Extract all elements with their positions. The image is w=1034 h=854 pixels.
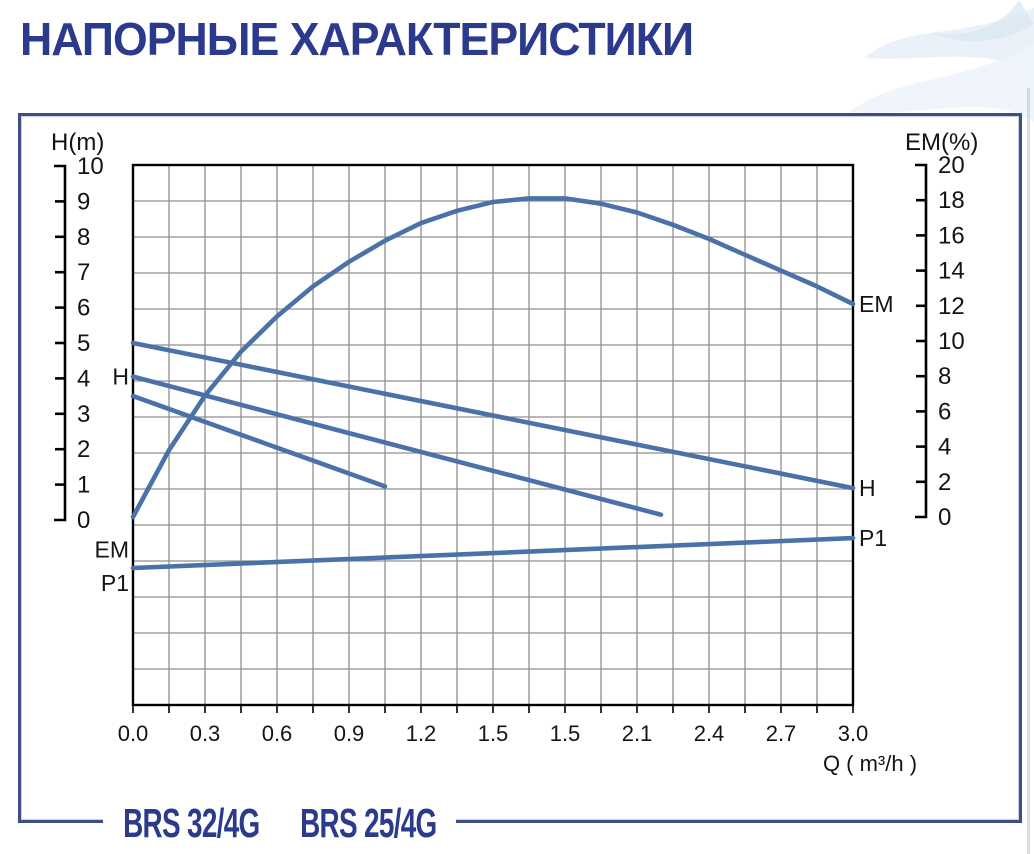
h-axis-tick-label: 6 [77, 295, 90, 322]
model-legend: BRS 32/4G BRS 25/4G [103, 799, 457, 847]
model-label-brs-25-4g: BRS 25/4G [299, 799, 437, 846]
x-axis-tick-label: 1.5 [478, 721, 509, 746]
x-axis-tick-label: 1.5 [550, 721, 581, 746]
em-axis-tick-label: 2 [938, 469, 951, 496]
x-axis-tick-label: 0.6 [262, 721, 293, 746]
x-axis-tick-label: 0.3 [190, 721, 221, 746]
decorative-right-stripe [1027, 88, 1030, 854]
x-axis-tick-label: 2.7 [766, 721, 797, 746]
curve-label-left-p1: P1 [101, 570, 129, 596]
x-axis-title: Q ( m³/h ) [823, 751, 917, 776]
curve-label-left-em: EM [95, 537, 130, 563]
h-axis-title: H(m) [51, 129, 104, 156]
em-axis-tick-label: 8 [938, 363, 951, 390]
curve-label-right-p1: P1 [859, 525, 887, 551]
x-axis-tick-label: 2.4 [694, 721, 725, 746]
em-axis-tick-label: 12 [938, 293, 965, 320]
h-axis-tick-label: 5 [77, 330, 90, 357]
curve-h-long-curve- [130, 340, 856, 491]
h-axis-tick-label: 9 [77, 188, 90, 215]
model-label-brs-32-4g: BRS 32/4G [123, 799, 260, 846]
curve-h-short-curve- [130, 393, 388, 489]
h-axis-tick-label: 3 [77, 401, 90, 428]
em-axis-tick-label: 0 [938, 504, 951, 531]
h-axis-tick-label: 8 [77, 224, 90, 251]
x-axis-tick-label: 0.0 [118, 721, 149, 746]
h-axis-tick-label: 7 [77, 259, 90, 286]
curve-h-mid-curve- [130, 374, 664, 518]
x-axis-tick-label: 2.1 [622, 721, 653, 746]
h-axis-tick-label: 0 [77, 507, 90, 534]
h-axis-tick-label: 4 [77, 365, 90, 392]
curve-label-right-h: H [859, 475, 876, 501]
chart-frame: 10 9 8 7 6 5 4 3 2 1 0 H(m) 20 18 16 14 12 10 8 6 4 2 0 EM(%) 0.… [18, 113, 1022, 823]
curve-label-left-h: H [112, 364, 129, 390]
em-axis-tick-label: 6 [938, 398, 951, 425]
curve-label-right-em: EM [859, 291, 894, 317]
em-axis-tick-label: 20 [938, 152, 965, 179]
curve-p1 [130, 535, 856, 571]
page-title: НАПОРНЫЕ ХАРАКТЕРИСТИКИ [20, 13, 694, 65]
em-axis-tick-label: 10 [938, 328, 965, 355]
em-axis-tick-label: 16 [938, 222, 965, 249]
x-axis-tick-label: 3.0 [838, 721, 869, 746]
h-axis-tick-label: 1 [77, 472, 90, 499]
pump-curves-chart: 109876543210H(m)20181614121086420EM(%)0.… [51, 129, 978, 776]
h-axis-tick-label: 2 [77, 436, 90, 463]
em-axis-tick-label: 14 [938, 258, 965, 285]
em-axis-tick-label: 18 [938, 187, 965, 214]
em-axis-tick-label: 4 [938, 434, 951, 461]
curve-em [130, 196, 856, 520]
em-axis-title: EM(%) [905, 129, 978, 156]
x-axis-tick-label: 0.9 [334, 721, 365, 746]
h-axis-tick-label: 10 [77, 153, 104, 180]
x-axis-tick-label: 1.2 [406, 721, 437, 746]
